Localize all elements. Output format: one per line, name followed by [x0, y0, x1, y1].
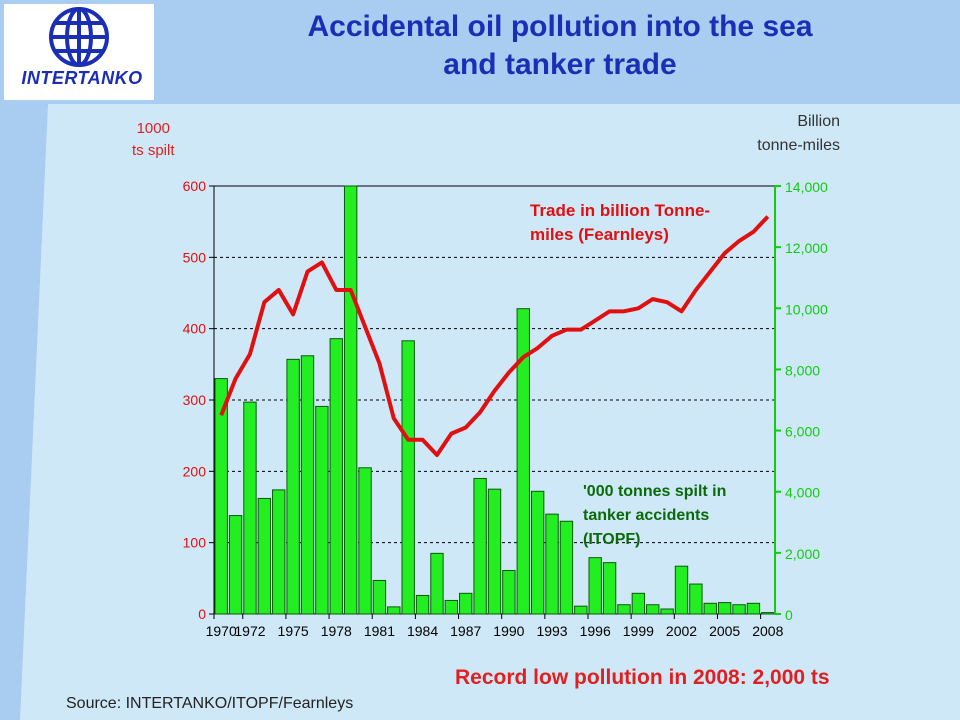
left-units-line-2: ts spilt — [132, 142, 175, 159]
spill-bar — [329, 338, 343, 615]
spill-bar — [243, 401, 257, 615]
right-units-line-2: tonne-miles — [757, 137, 840, 154]
spill-bar — [588, 557, 602, 615]
spill-bar — [717, 602, 732, 615]
x-axis-tick-label: 2005 — [709, 623, 740, 639]
left-units-line-1: 1000 — [136, 120, 170, 137]
spill-bar — [574, 605, 588, 615]
spill-bar — [415, 594, 430, 615]
x-axis-tick-label: 1999 — [623, 623, 654, 639]
spill-bar — [372, 579, 387, 615]
globe-icon — [49, 7, 109, 67]
spill-bar — [502, 569, 516, 615]
trade-line — [219, 215, 770, 458]
x-axis-tick-label: 1984 — [407, 623, 438, 639]
x-axis-tick-label: 1996 — [580, 623, 611, 639]
spill-bar — [530, 490, 545, 615]
source-note: Source: INTERTANKO/ITOPF/Fearnleys — [66, 695, 354, 712]
right-axis-tick-label: 4,000 — [785, 485, 820, 501]
title-line-1: Accidental oil pollution into the sea — [307, 10, 813, 43]
x-axis-tick-label: 1987 — [450, 623, 481, 639]
x-axis-tick-label: 2002 — [666, 623, 697, 639]
right-axis-tick-label: 10,000 — [785, 301, 828, 317]
spill-bar — [315, 405, 329, 615]
right-axis-units: Billion tonne-miles — [757, 110, 840, 158]
right-axis-tick-label: 8,000 — [785, 362, 820, 378]
left-axis-tick-label: 400 — [183, 321, 207, 337]
left-axis-tick-label: 100 — [183, 535, 207, 551]
x-axis-tick-label: 1970 — [206, 623, 237, 639]
spill-bar — [746, 602, 761, 615]
spill-bar — [703, 602, 717, 615]
trade-series-label: miles (Fearnleys) — [530, 225, 669, 244]
page-title: Accidental oil pollution into the sea an… — [160, 8, 960, 84]
spill-bar — [459, 592, 473, 615]
left-axis-tick-label: 500 — [183, 249, 207, 265]
trade-series-label: Trade in billion Tonne- — [530, 201, 710, 220]
spill-bar — [660, 608, 674, 615]
intertanko-logo: INTERTANKO — [4, 4, 154, 100]
spill-bar — [689, 583, 703, 615]
right-axis-tick-label: 6,000 — [785, 424, 820, 440]
spill-bar — [286, 358, 300, 615]
spill-bar — [516, 308, 530, 615]
spill-bar — [674, 565, 689, 615]
spill-series-label: (ITOPF) — [583, 531, 640, 548]
x-axis-tick-label: 2008 — [752, 623, 783, 639]
right-axis-tick-label: 2,000 — [785, 546, 820, 562]
title-line-2: and tanker trade — [443, 48, 677, 81]
x-axis-tick-label: 1993 — [536, 623, 567, 639]
logo-wordmark: INTERTANKO — [21, 68, 143, 88]
spill-bar — [473, 477, 487, 615]
spill-bar — [257, 497, 272, 615]
spill-bar — [387, 606, 401, 615]
x-axis-tick-label: 1981 — [364, 623, 395, 639]
spill-bar — [358, 467, 372, 615]
spill-series-label: '000 tonnes spilt in — [583, 483, 726, 500]
x-axis-tick-label: 1990 — [493, 623, 524, 639]
spill-bar — [761, 612, 775, 615]
spill-bar — [343, 185, 358, 615]
x-axis-tick-label: 1972 — [234, 623, 265, 639]
left-axis-tick-label: 200 — [183, 463, 207, 479]
spill-bar — [617, 604, 631, 615]
spill-bar — [559, 520, 574, 615]
left-axis-tick-label: 300 — [183, 392, 207, 408]
right-axis-tick-label: 0 — [785, 607, 793, 623]
spill-series-label: tanker accidents — [583, 507, 709, 524]
left-axis-tick-label: 600 — [183, 178, 207, 194]
spill-bar — [545, 513, 559, 615]
spill-bar — [631, 592, 646, 615]
spill-bar — [214, 378, 228, 615]
left-axis-units: 1000 ts spilt — [132, 118, 175, 162]
x-axis-tick-label: 1978 — [321, 623, 352, 639]
spill-bar — [444, 599, 459, 615]
x-axis-tick-label: 1975 — [278, 623, 309, 639]
spill-bar — [602, 562, 617, 615]
spill-bar — [732, 604, 746, 615]
left-axis-tick-label: 0 — [198, 606, 206, 622]
conclusion-text: Record low pollution in 2008: 2,000 ts — [455, 666, 830, 689]
spill-bar — [272, 489, 286, 615]
right-axis-tick-label: 14,000 — [785, 179, 828, 195]
spill-bar — [646, 604, 660, 615]
spill-bar — [300, 355, 315, 615]
spill-bar — [228, 515, 243, 615]
right-units-line-1: Billion — [797, 113, 840, 130]
spill-bar — [430, 552, 444, 615]
spill-bar — [401, 340, 415, 615]
right-axis-tick-label: 12,000 — [785, 240, 828, 256]
spill-bar — [487, 488, 502, 615]
